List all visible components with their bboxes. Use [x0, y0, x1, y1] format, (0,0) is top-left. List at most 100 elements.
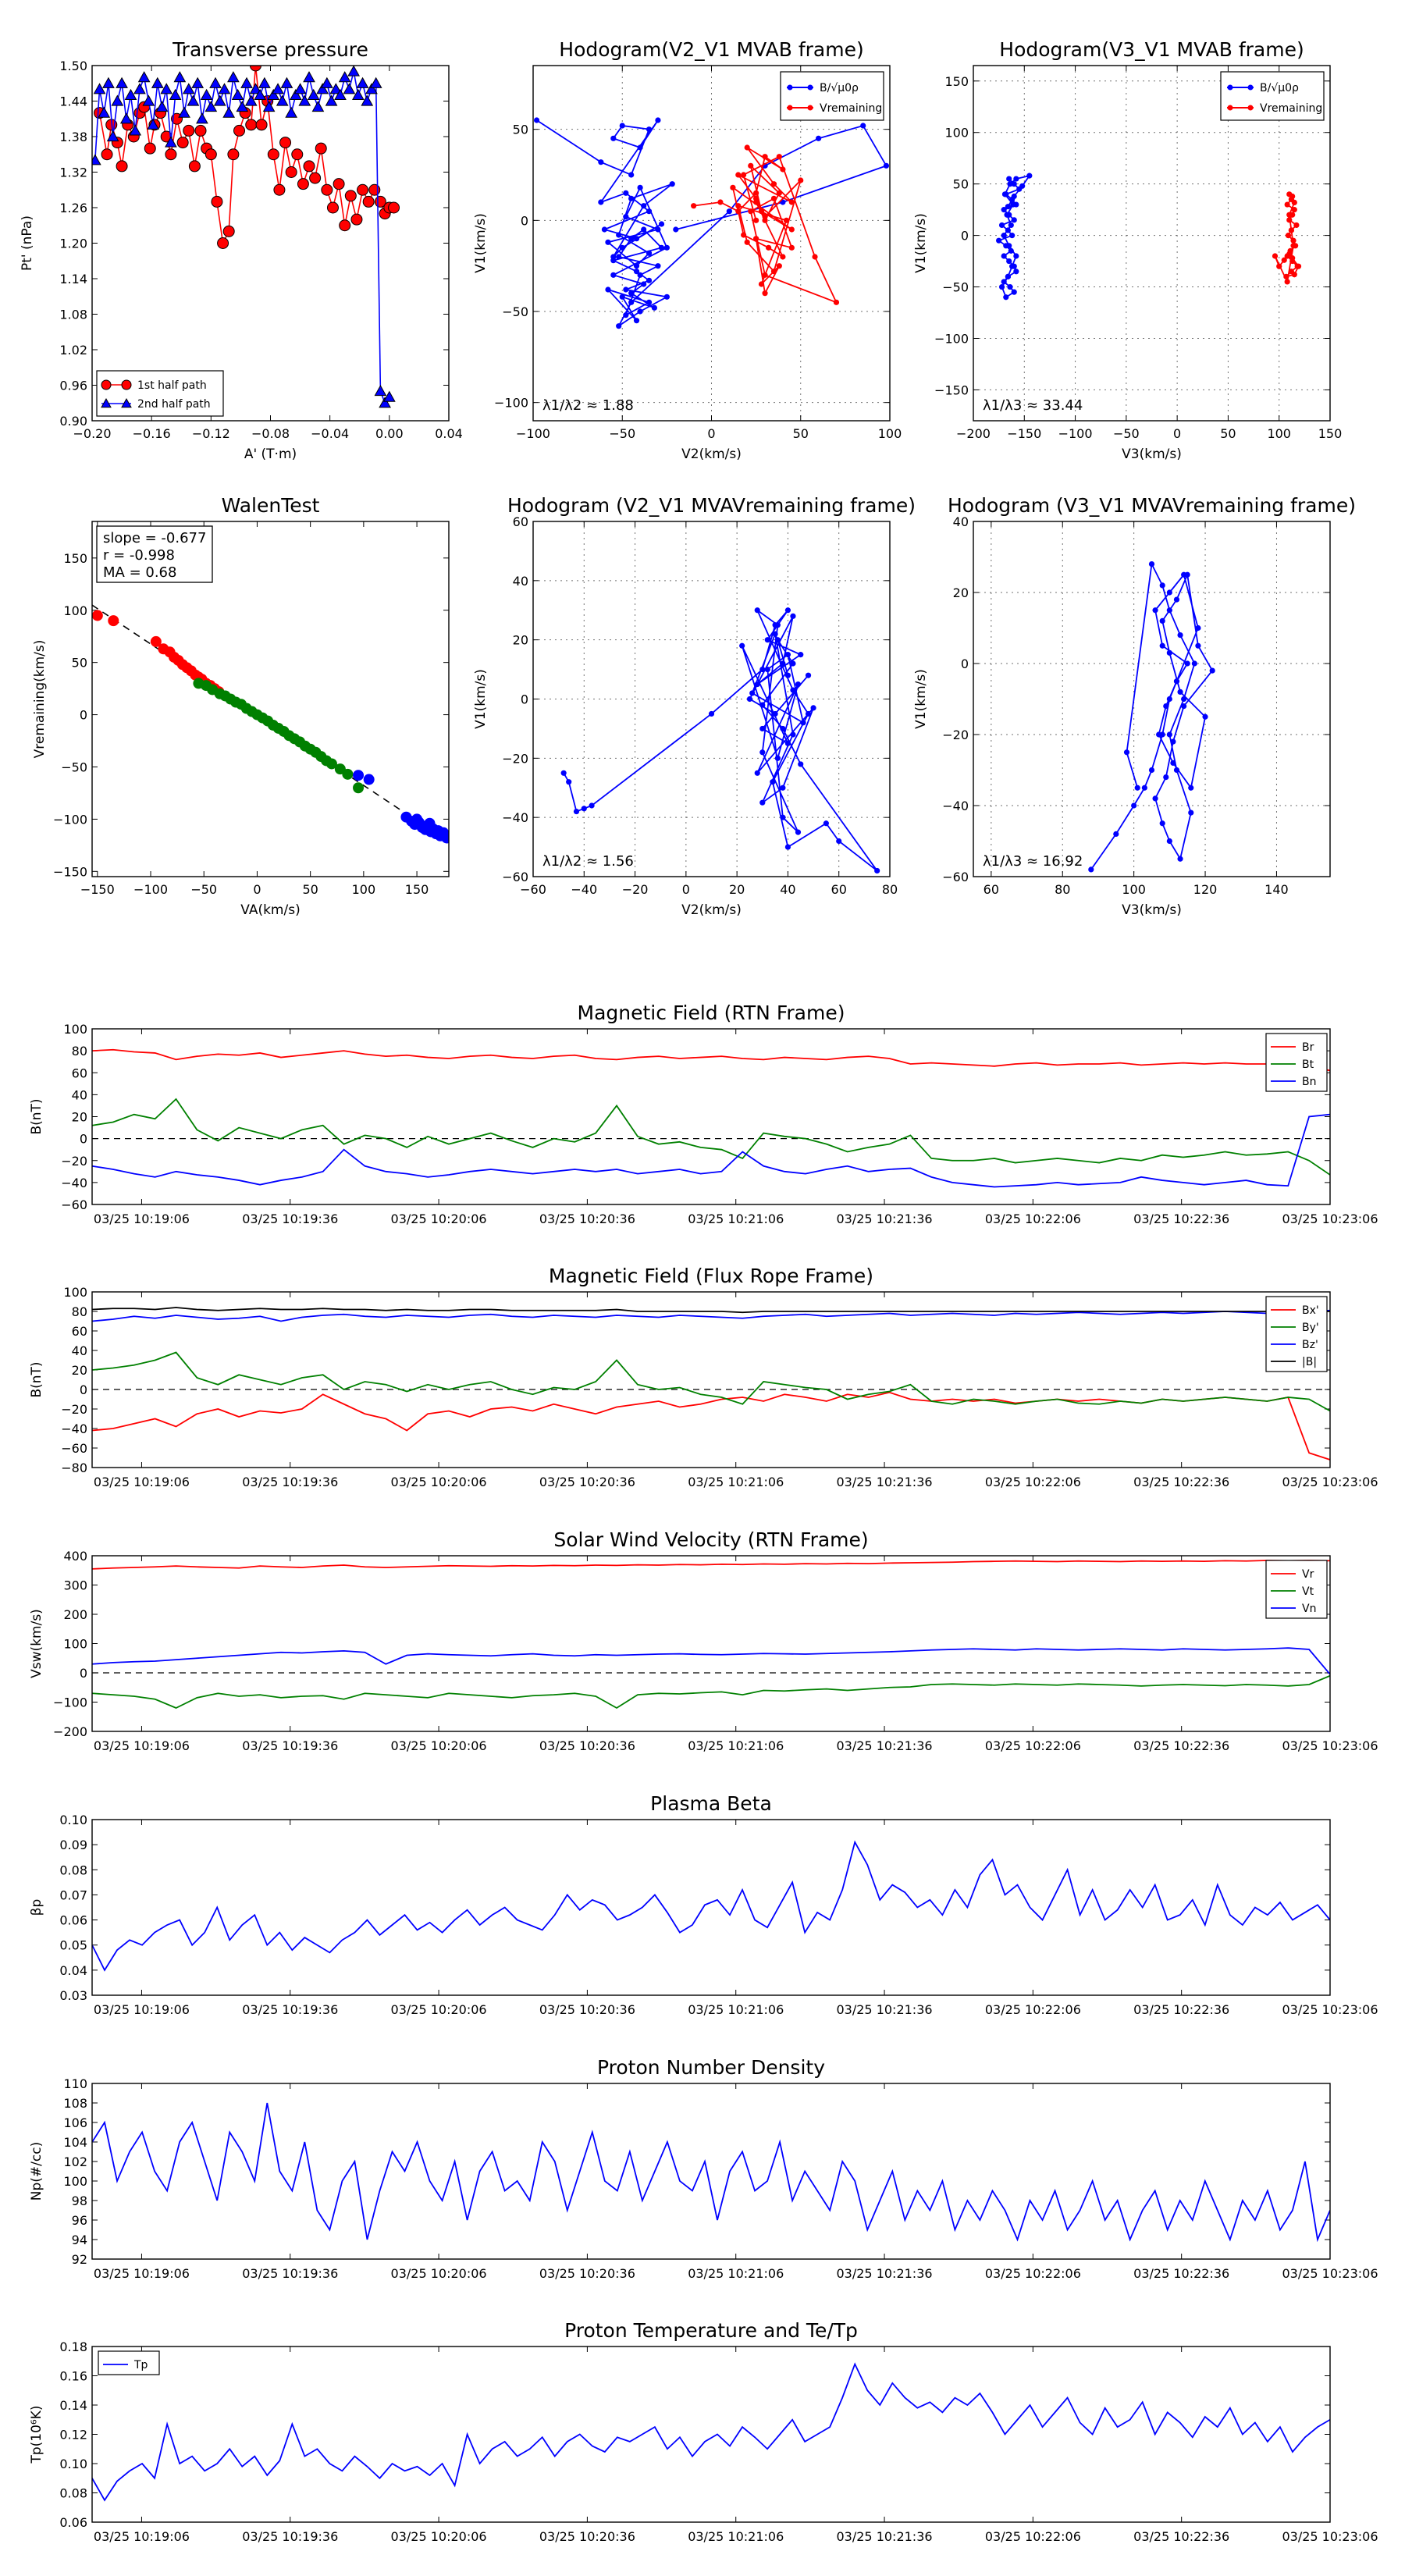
legend-marker — [1227, 105, 1233, 111]
data-point — [124, 88, 137, 101]
time-tick-label: 03/25 10:23:06 — [1282, 2529, 1378, 2544]
data-point — [658, 221, 665, 227]
legend-label: Tp — [133, 2359, 148, 2371]
y-tick-label: 96 — [72, 2213, 87, 2228]
time-tick-label: 03/25 10:19:06 — [94, 1475, 190, 1489]
data-point — [1001, 279, 1007, 285]
series-line-V — [1090, 561, 1214, 870]
data-point — [1001, 253, 1007, 259]
walen-xlabel: VA(km/s) — [240, 902, 300, 918]
data-point — [770, 181, 777, 187]
data-point — [165, 136, 177, 148]
y-tick-label: 40 — [513, 574, 528, 589]
data-point — [758, 208, 765, 215]
data-point — [369, 76, 382, 88]
legend-label: Vn — [1302, 1603, 1316, 1615]
data-point — [267, 148, 279, 161]
data-point — [213, 94, 226, 106]
y-tick-label: 100 — [63, 1285, 87, 1300]
data-point — [996, 237, 1002, 244]
data-point — [1006, 176, 1012, 182]
x-tick-label: 80 — [1055, 882, 1070, 897]
data-point — [788, 244, 795, 251]
chart-vel_rtn: Solar Wind Velocity (RTN Frame) −200 −100 0… — [29, 1528, 1378, 1753]
legend-frame — [780, 71, 884, 121]
y-tick-label: 100 — [63, 1022, 87, 1037]
x-tick-label: 20 — [729, 882, 745, 897]
data-point — [533, 117, 540, 123]
data-point — [205, 101, 218, 112]
y-tick-label: 20 — [513, 633, 528, 648]
data-point — [1007, 181, 1013, 187]
y-tick-label: 100 — [63, 2174, 87, 2189]
y-tick-label: −20 — [61, 1154, 87, 1169]
data-point — [233, 124, 246, 137]
y-tick-label: 1.50 — [59, 59, 87, 73]
time-tick-label: 03/25 10:20:06 — [391, 1738, 487, 1753]
data-point — [790, 613, 796, 619]
data-point — [334, 88, 347, 101]
data-point — [1209, 667, 1215, 674]
data-point — [1170, 738, 1176, 745]
beta-plot-area — [92, 1840, 1330, 1972]
data-point — [1011, 193, 1017, 200]
chart-hodo4: Hodogram (V3_V1 MVAVremaining frame) −60 −… — [913, 494, 1356, 918]
series-line-Vremaining — [693, 147, 838, 304]
data-point — [1177, 632, 1183, 639]
legend-frame — [1265, 1296, 1328, 1372]
data-point — [637, 272, 643, 278]
legend-marker — [101, 379, 112, 390]
y-tick-label: 0.07 — [59, 1888, 87, 1902]
hodo3-ylabel: V1(km/s) — [473, 669, 489, 729]
beta-ylabel: βp — [29, 1899, 44, 1916]
plot-frame — [91, 2346, 1331, 2523]
x-tick-label: −150 — [1007, 426, 1041, 441]
y-tick-label: 102 — [63, 2154, 87, 2169]
hodo4-title: Hodogram (V3_V1 MVAVremaining frame) — [948, 494, 1356, 517]
data-point — [598, 199, 604, 205]
series-line-By' — [92, 1351, 1330, 1412]
x-tick-label: 50 — [1220, 426, 1236, 441]
data-point — [303, 160, 315, 173]
data-point — [255, 119, 268, 131]
y-tick-label: 0.14 — [59, 2398, 87, 2413]
data-point — [209, 76, 222, 88]
x-tick-label: −100 — [133, 882, 168, 897]
legend-label: Vremaining — [820, 102, 882, 115]
data-point — [1152, 607, 1158, 614]
data-point — [119, 112, 133, 124]
data-point — [623, 190, 629, 196]
data-point — [165, 148, 177, 161]
data-point — [560, 770, 567, 776]
data-point — [735, 203, 742, 209]
data-point — [254, 88, 267, 101]
data-point — [1159, 582, 1165, 589]
data-point — [759, 749, 766, 756]
hodo2-ratio-annotation: λ1/λ3 ≈ 33.44 — [983, 397, 1083, 414]
data-point — [762, 214, 768, 220]
y-tick-label: 0.06 — [59, 2515, 87, 2530]
data-point — [1291, 199, 1297, 206]
data-point — [111, 94, 124, 106]
data-point — [1159, 617, 1165, 624]
y-tick-label: 0.05 — [59, 1938, 87, 1953]
hodo2-title: Hodogram(V3_V1 MVAB frame) — [999, 38, 1304, 61]
data-point — [273, 183, 286, 196]
data-point — [297, 178, 309, 190]
time-tick-label: 03/25 10:21:36 — [837, 1212, 933, 1226]
y-tick-label: −80 — [61, 1461, 87, 1475]
data-point — [1011, 181, 1017, 187]
x-tick-label: −40 — [571, 882, 597, 897]
data-point — [92, 610, 103, 621]
data-point — [267, 88, 280, 101]
hodo2-legend: B/√μ0ρ Vremaining — [1220, 71, 1325, 121]
data-point — [616, 254, 622, 260]
data-point — [735, 172, 742, 178]
data-point — [144, 142, 156, 155]
time-tick-label: 03/25 10:20:36 — [539, 2002, 635, 2017]
chart-tp: Transverse pressure 0.90 0.96 1.02 1.08 1.14 1… — [20, 38, 463, 462]
data-point — [309, 172, 322, 184]
chart-tp_temp: Proton Temperature and Te/Tp 0.06 0.08 0.10… — [29, 2319, 1378, 2544]
data-point — [1276, 263, 1282, 269]
